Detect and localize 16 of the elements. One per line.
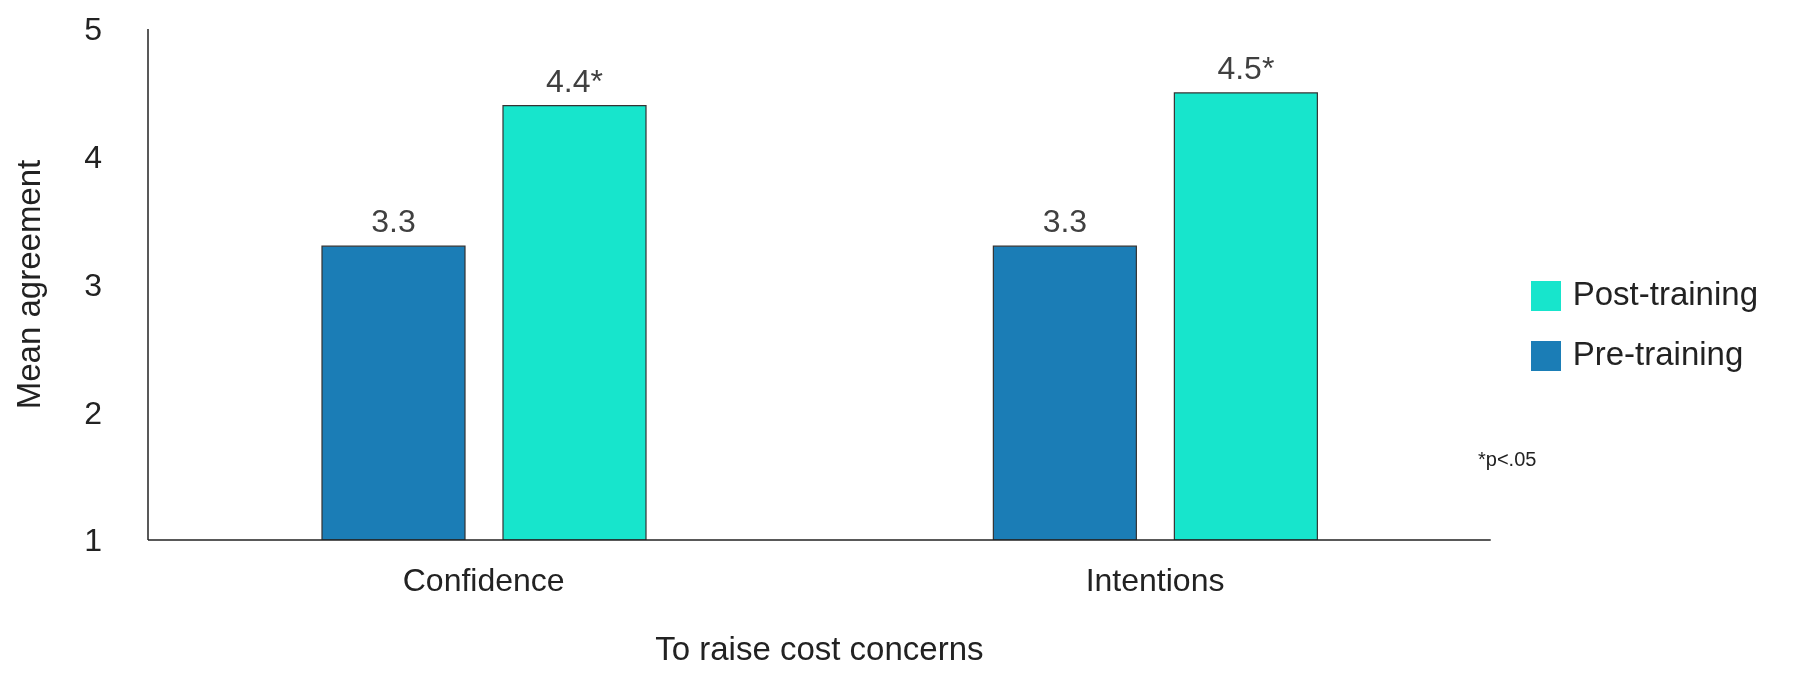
y-tick-label: 3 [84, 266, 102, 303]
y-axis-title: Mean agreement [9, 159, 47, 410]
data-label: 4.5* [1217, 49, 1275, 86]
y-tick-label: 1 [84, 522, 102, 559]
x-axis-title: To raise cost concerns [655, 630, 984, 667]
legend-label: Post-training [1572, 275, 1758, 312]
y-tick-label: 5 [84, 11, 102, 48]
annotation: *p<.05 [1478, 448, 1537, 471]
y-tick-label: 2 [84, 394, 102, 431]
data-label: 3.3 [371, 203, 416, 240]
legend-label: Pre-training [1572, 335, 1744, 372]
data-label: 4.4* [546, 62, 603, 99]
data-label: 3.3 [1042, 203, 1088, 240]
x-tick-label: Confidence [402, 561, 565, 598]
y-tick-label: 4 [84, 139, 102, 176]
x-tick-label: Intentions [1085, 561, 1225, 598]
